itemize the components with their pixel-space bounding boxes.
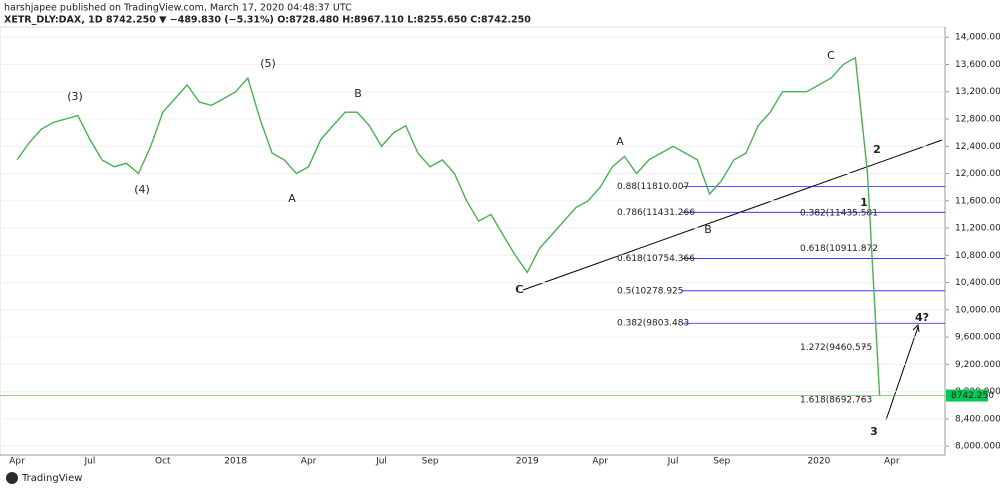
x-tick-label: 2018 [224, 457, 247, 467]
wave-label: A [288, 192, 296, 205]
wave-label: (5) [260, 57, 276, 70]
price-line [16, 56, 881, 396]
wave-label: B [354, 87, 362, 100]
fib-label: 0.5(10278.925 [617, 286, 684, 296]
y-tick-label: 13,600.000 [955, 60, 1000, 70]
fib-label: 0.382(11435.581 [800, 208, 878, 218]
x-tick-label: Jul [667, 457, 679, 467]
arrow [885, 326, 919, 421]
x-tick-label: 2020 [807, 457, 830, 467]
wave-label: C [515, 283, 523, 296]
fib-label: 0.88(11810.007 [617, 182, 689, 192]
y-tick-label: 12,000.000 [955, 169, 1000, 179]
x-tick-label: Jul [83, 457, 95, 467]
y-tick-label: 10,000.000 [955, 305, 1000, 315]
fib-label: 1.272(9460.575 [800, 343, 872, 353]
fib-label: 0.618(10911.872 [800, 244, 878, 254]
fib-label: 0.786(11431.266 [617, 208, 695, 218]
y-tick-label: 11,200.000 [955, 224, 1000, 234]
wave-label: (3) [67, 90, 83, 103]
wave-label: C [516, 283, 524, 296]
y-tick-label: 8,000.000 [955, 442, 1000, 452]
y-tick-label: 11,600.000 [955, 196, 1000, 206]
fib-label: 0.618(10754.366 [617, 254, 695, 264]
x-tick-label: Apr [301, 457, 317, 467]
wave-label: (4) [134, 183, 150, 196]
arrow-head [912, 323, 920, 333]
fib-label: 1.618(8692.763 [800, 395, 872, 405]
wave-label: A [616, 135, 624, 148]
y-tick-label: 9,600.000 [955, 333, 1000, 343]
wave-label: 2 [873, 143, 881, 156]
y-tick-label: 10,400.000 [955, 278, 1000, 288]
y-tick-label: 12,800.000 [955, 115, 1000, 125]
y-tick-label: 10,800.000 [955, 251, 1000, 261]
author-line: harshjapee published on TradingView.com,… [4, 3, 352, 14]
last-price-label: 8742.250 [951, 391, 994, 401]
last-price-box [946, 389, 988, 402]
logo [6, 472, 18, 484]
symbol-line: XETR_DLY:DAX, 1D 8742.250 ▼ −489.830 (−5… [4, 15, 531, 26]
x-tick-label: Sep [422, 457, 439, 467]
x-tick-label: Apr [9, 457, 25, 467]
y-tick-label: 9,200.000 [955, 360, 1000, 370]
brand: TradingView [21, 473, 82, 484]
x-tick-label: Sep [713, 457, 730, 467]
wave-label: C [827, 49, 835, 62]
wave-label: 1 [860, 196, 868, 209]
x-tick-label: Apr [592, 457, 608, 467]
fib-label: 0.382(9803.483 [617, 319, 689, 329]
x-tick-label: Apr [884, 457, 900, 467]
wave-label: 3 [870, 425, 878, 438]
wave-label: B [704, 223, 712, 236]
x-tick-label: Jul [375, 457, 387, 467]
y-tick-label: 8,400.000 [955, 414, 1000, 424]
y-tick-label: 14,000.000 [955, 33, 1000, 43]
wave-label: 4? [915, 311, 929, 324]
x-tick-label: 2019 [516, 457, 539, 467]
y-tick-label: 13,200.000 [955, 87, 1000, 97]
x-tick-label: Oct [155, 457, 171, 467]
trend-line [522, 139, 943, 291]
y-tick-label: 12,400.000 [955, 142, 1000, 152]
